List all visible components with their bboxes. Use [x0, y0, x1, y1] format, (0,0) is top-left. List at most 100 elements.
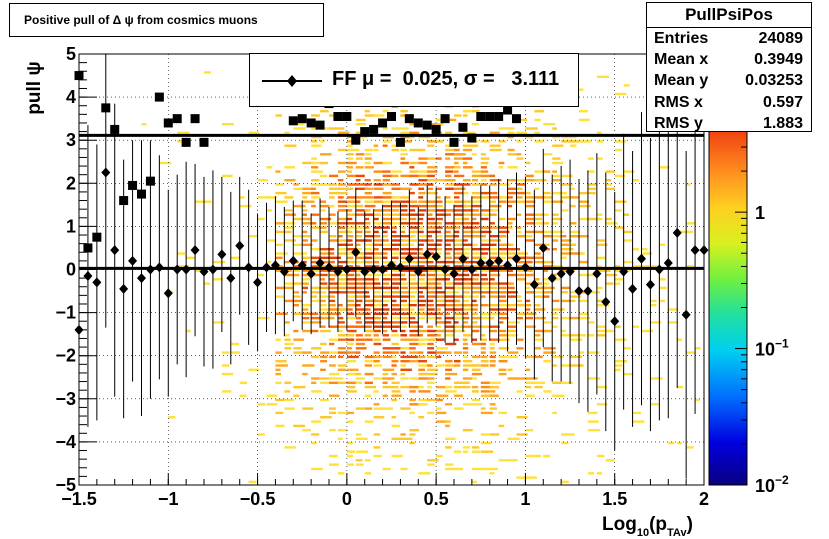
- heatmap-cell: [346, 239, 353, 242]
- heatmap-cell: [311, 187, 316, 190]
- heatmap-cell: [454, 291, 460, 294]
- heatmap-cell: [445, 157, 451, 160]
- heatmap-cell: [427, 385, 432, 389]
- heatmap-cell: [427, 213, 433, 216]
- heatmap-cell: [373, 187, 384, 190]
- heatmap-cell: [364, 385, 376, 389]
- heatmap-cell: [462, 377, 473, 380]
- heatmap-cell: [480, 179, 487, 182]
- heatmap-cell: [418, 291, 424, 294]
- heatmap-cell: [337, 222, 348, 225]
- heatmap-cell: [329, 196, 335, 199]
- heatmap-cell: [391, 265, 400, 268]
- heatmap-cell: [320, 329, 331, 333]
- heatmap-cell: [650, 377, 663, 380]
- heatmap-cell: [614, 265, 621, 268]
- heatmap-cell: [391, 174, 399, 178]
- heatmap-cell: [311, 316, 324, 320]
- heatmap-cell: [561, 140, 574, 143]
- heatmap-cell: [373, 377, 385, 380]
- heatmap-cell: [462, 364, 475, 367]
- heatmap-cell: [454, 381, 464, 384]
- heatmap-cell: [534, 260, 546, 264]
- heatmap-cell: [355, 407, 365, 410]
- heatmap-cell: [293, 204, 306, 208]
- heatmap-cell: [489, 243, 497, 246]
- heatmap-cell: [570, 135, 577, 139]
- square-point: [172, 114, 182, 124]
- heatmap-cell: [436, 299, 445, 303]
- heatmap-cell: [400, 295, 409, 298]
- heatmap-cell: [212, 278, 223, 281]
- diamond-point: [538, 242, 548, 253]
- heatmap-cell: [311, 213, 320, 216]
- heatmap-cell: [373, 364, 382, 367]
- heatmap-cell: [355, 166, 364, 169]
- heatmap-cell: [454, 191, 464, 195]
- heatmap-cell: [507, 437, 520, 440]
- heatmap-cell: [257, 273, 264, 277]
- diamond-point: [297, 260, 307, 271]
- heatmap-cell: [418, 265, 425, 268]
- heatmap-cell: [400, 217, 407, 221]
- heatmap-cell: [552, 161, 564, 165]
- heatmap-cell: [579, 217, 591, 221]
- heatmap-cell: [364, 243, 377, 246]
- heatmap-cell: [364, 295, 370, 298]
- heatmap-cell: [355, 243, 361, 246]
- heatmap-cell: [525, 299, 531, 303]
- heatmap-cell: [418, 135, 431, 139]
- heatmap-cell: [525, 239, 535, 242]
- heatmap-cell: [320, 174, 328, 178]
- heatmap-cell: [329, 308, 341, 311]
- heatmap-cell: [400, 278, 407, 281]
- heatmap-cell: [409, 265, 419, 268]
- heatmap-cell: [364, 209, 371, 212]
- diamond-point: [387, 260, 396, 271]
- heatmap-cell: [320, 256, 330, 259]
- heatmap-cell: [364, 299, 377, 303]
- heatmap-cell: [346, 140, 355, 143]
- heatmap-cell: [257, 217, 265, 221]
- heatmap-cell: [525, 476, 537, 479]
- heatmap-cell: [382, 347, 392, 350]
- heatmap-cell: [346, 278, 356, 281]
- heatmap-cell: [614, 140, 626, 143]
- heatmap-cell: [498, 161, 505, 165]
- heatmap-cell: [400, 226, 406, 229]
- heatmap-cell: [436, 420, 448, 423]
- heatmap-cell: [275, 424, 285, 428]
- heatmap-cell: [373, 179, 381, 182]
- heatmap-cell: [418, 235, 428, 238]
- heatmap-cell: [284, 209, 293, 212]
- diamond-point: [315, 258, 325, 269]
- heatmap-cell: [436, 273, 448, 277]
- heatmap-cell: [373, 433, 381, 436]
- heatmap-cell: [391, 364, 397, 367]
- heatmap-cell: [605, 269, 611, 272]
- heatmap-cell: [614, 360, 628, 363]
- heatmap-cell: [480, 342, 487, 346]
- diamond-point: [556, 268, 566, 279]
- heatmap-cell: [337, 321, 345, 324]
- heatmap-cell: [454, 200, 465, 203]
- heatmap-cell: [445, 209, 454, 212]
- heatmap-cell: [239, 196, 245, 199]
- heatmap-cell: [454, 114, 462, 117]
- heatmap-cell: [382, 385, 392, 389]
- heatmap-cell: [409, 135, 415, 139]
- heatmap-cell: [320, 312, 332, 315]
- heatmap-cell: [418, 338, 427, 341]
- heatmap-cell: [436, 235, 443, 238]
- heatmap-cell: [561, 291, 568, 294]
- heatmap-cell: [462, 355, 469, 359]
- heatmap-cell: [587, 191, 596, 195]
- x-tick-label: 0.5: [424, 489, 449, 509]
- heatmap-cell: [364, 355, 377, 359]
- heatmap-cell: [364, 321, 376, 324]
- heatmap-cell: [311, 321, 322, 324]
- heatmap-cell: [677, 230, 686, 234]
- heatmap-cell: [293, 235, 306, 238]
- heatmap-cell: [418, 351, 424, 354]
- heatmap-cell: [382, 217, 395, 221]
